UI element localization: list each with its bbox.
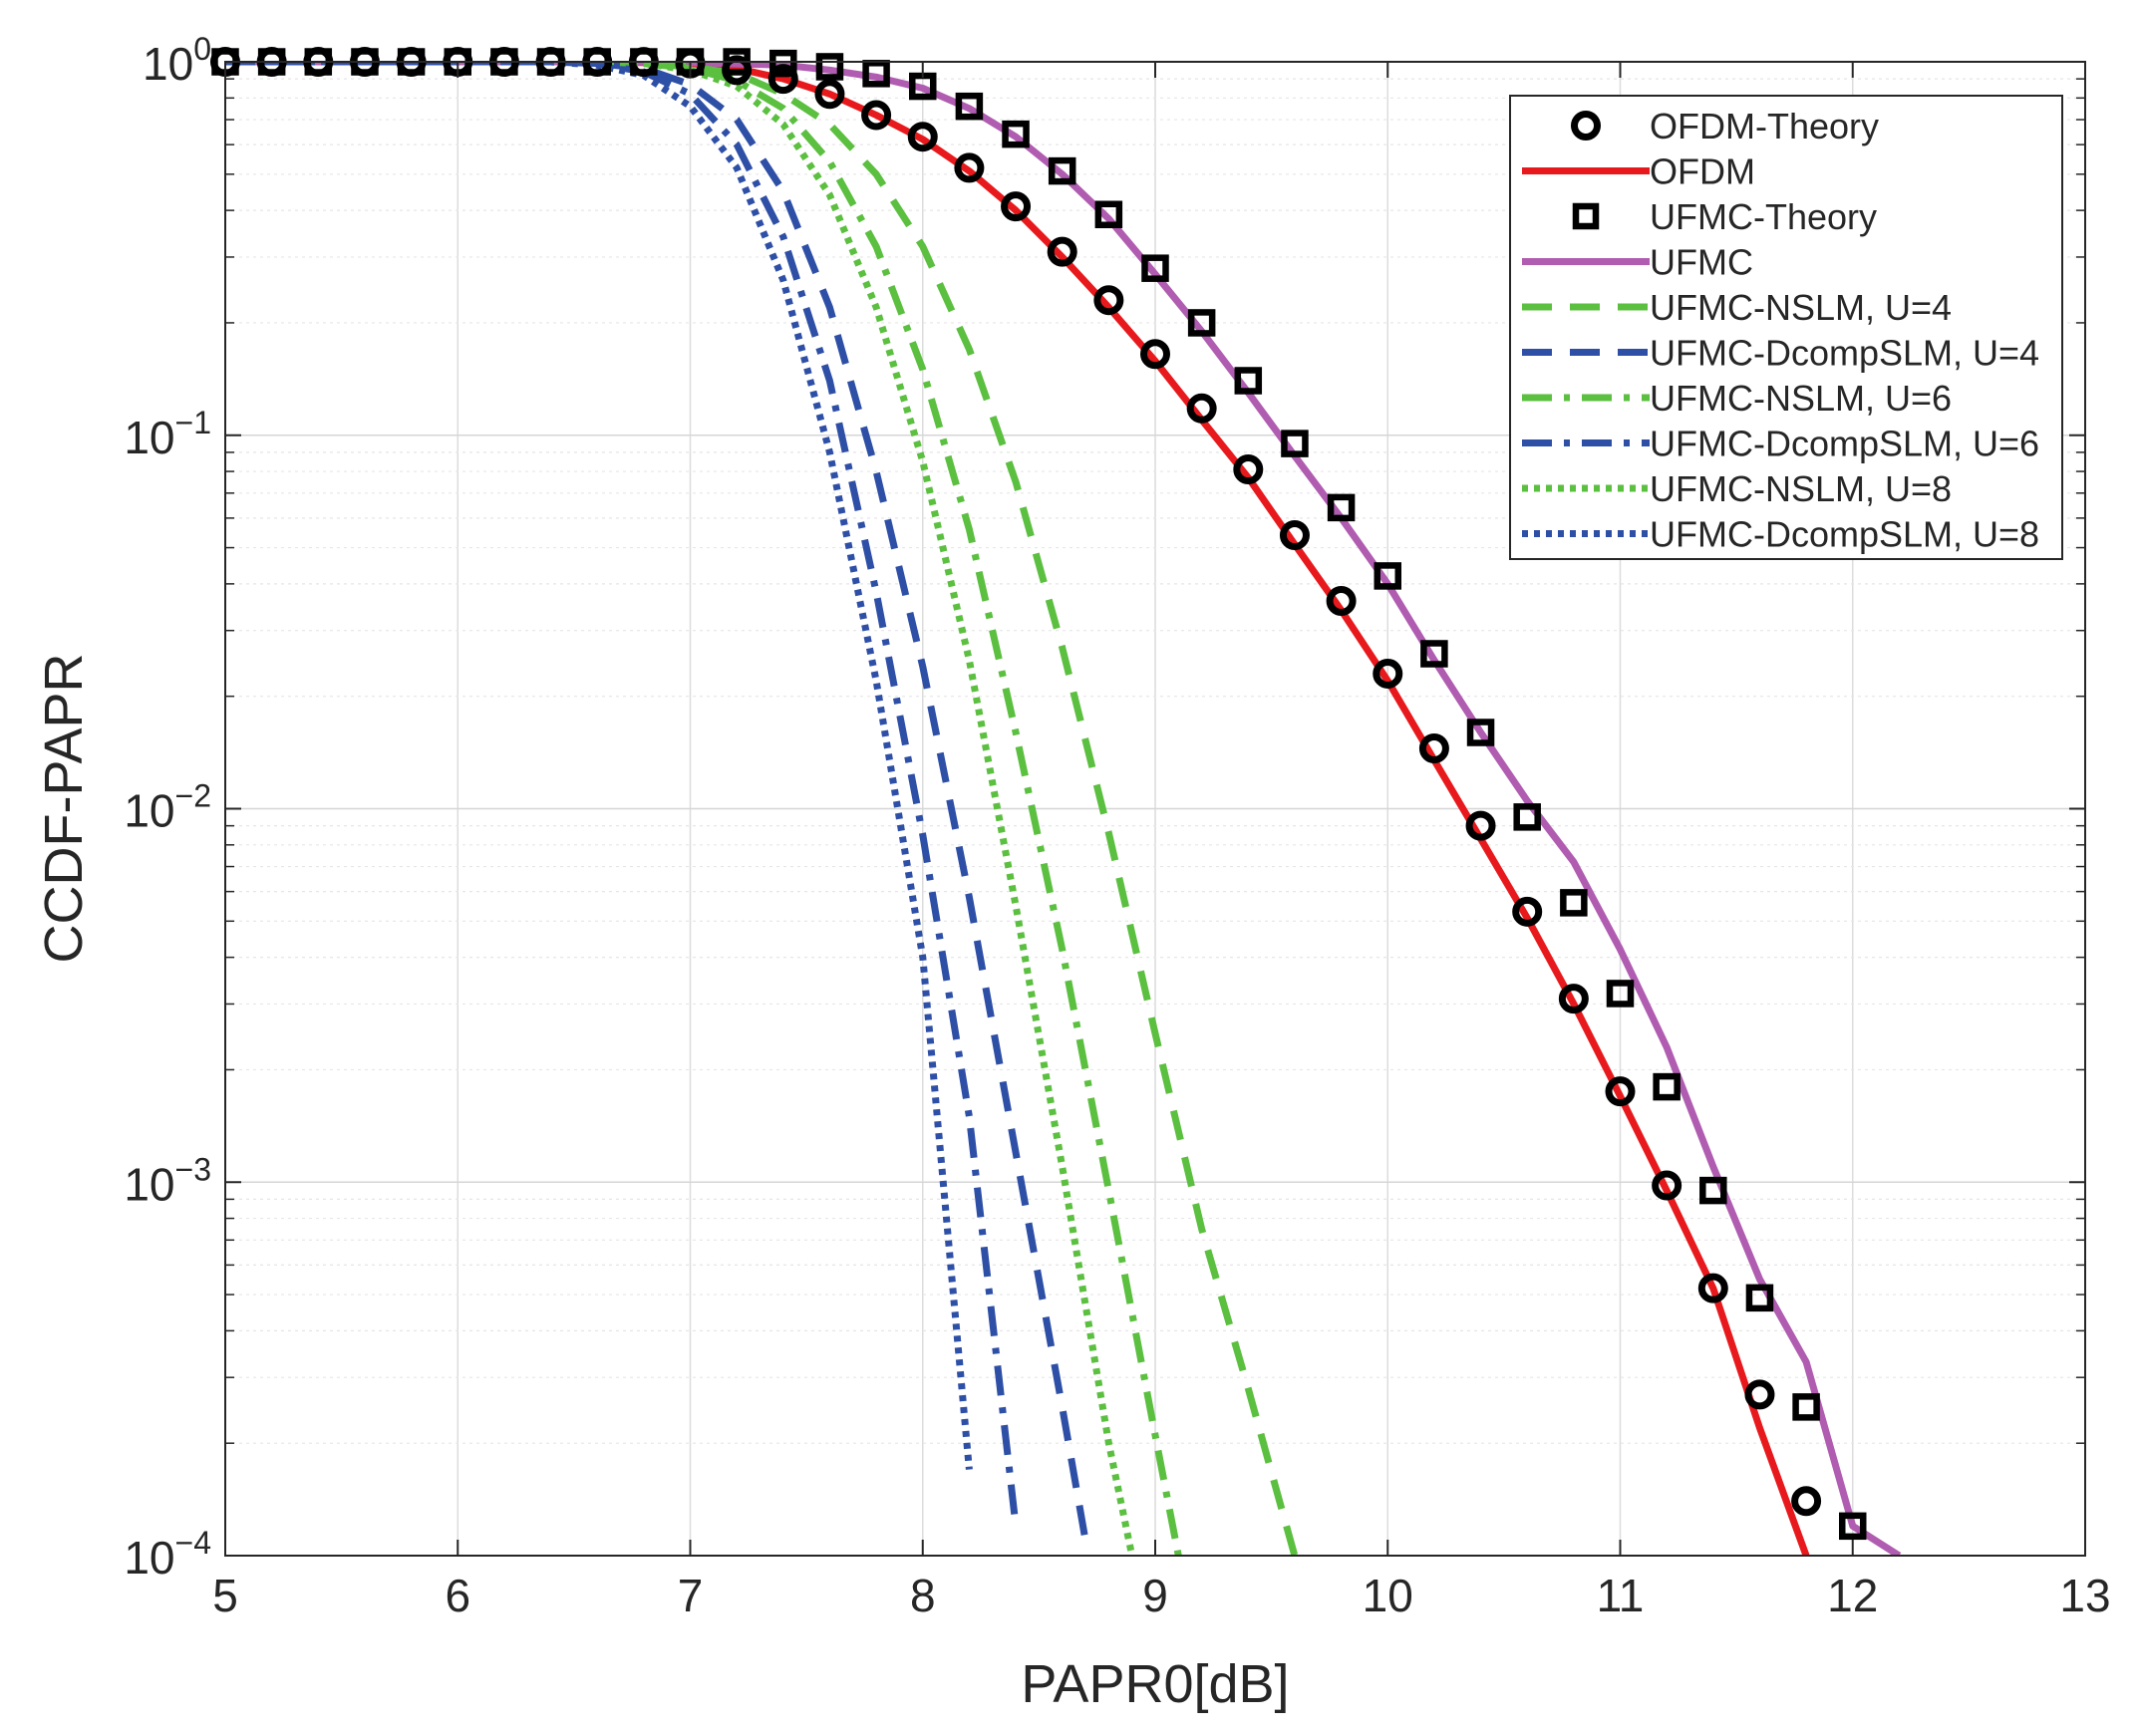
x-tick-labels: 5 6 7 8 9 10 11 12 13 <box>212 1570 2110 1621</box>
ofdm-theory-marker <box>907 122 938 152</box>
ofdm-theory-marker <box>1326 586 1357 617</box>
legend-entry-ufmc-nslm-u-6: UFMC-NSLM, U=6 <box>1522 378 1952 419</box>
ofdm-theory-marker <box>1093 285 1124 316</box>
x-tick-label: 6 <box>445 1570 470 1621</box>
ufmc-theory-marker <box>1141 254 1169 282</box>
ufmc-dcompslm-u-4-line <box>225 62 1089 1542</box>
legend-label: UFMC-DcompSLM, U=6 <box>1650 424 2039 464</box>
legend-label: OFDM <box>1650 151 1755 192</box>
legend-entry-ufmc-dcompslm-u-6: UFMC-DcompSLM, U=6 <box>1522 424 2039 464</box>
ufmc-theory-marker <box>1420 640 1448 668</box>
ofdm-theory-marker <box>1001 191 1032 222</box>
legend-label: UFMC <box>1650 242 1753 283</box>
legend-entry-ufmc-nslm-u-8: UFMC-NSLM, U=8 <box>1522 468 1952 509</box>
x-axis-label: PAPR0[dB] <box>1021 1654 1289 1714</box>
svg-text:10−3: 10−3 <box>124 1151 211 1210</box>
legend-entry-ofdm-theory: OFDM-Theory <box>1571 106 1879 146</box>
ufmc-theory-marker <box>1187 309 1216 337</box>
ufmc-theory-marker <box>1048 156 1076 185</box>
ufmc-theory-marker <box>1374 562 1401 590</box>
svg-text:10−4: 10−4 <box>124 1525 211 1584</box>
y-tick-label: 10−3 <box>124 1151 211 1210</box>
legend: OFDM-TheoryOFDMUFMC-TheoryUFMCUFMC-NSLM,… <box>1509 95 2063 560</box>
ofdm-theory-marker <box>1186 393 1217 424</box>
y-tick-label: 10−1 <box>124 405 211 463</box>
legend-label: OFDM-Theory <box>1650 106 1879 146</box>
ofdm-theory-marker <box>1279 520 1310 551</box>
ofdm-theory-marker <box>1558 984 1589 1014</box>
ofdm-theory-marker <box>861 100 892 131</box>
ofdm-theory-marker <box>1652 1170 1682 1201</box>
ufmc-theory-marker <box>1281 430 1309 457</box>
ufmc-theory-marker <box>1002 120 1030 148</box>
ufmc-theory-marker <box>1560 889 1588 917</box>
legend-label: UFMC-DcompSLM, U=4 <box>1650 333 2039 374</box>
x-tick-label: 11 <box>1597 1570 1645 1621</box>
y-tick-label: 100 <box>143 31 211 90</box>
legend-label: UFMC-NSLM, U=8 <box>1650 468 1952 509</box>
ufmc-theory-marker <box>1513 803 1541 831</box>
y-tick-label: 10−4 <box>124 1525 211 1584</box>
legend-entry-ufmc-dcompslm-u-4: UFMC-DcompSLM, U=4 <box>1522 333 2039 374</box>
ufmc-theory-marker <box>1094 200 1123 228</box>
tick-marks <box>224 61 2086 1557</box>
ofdm-theory-marker <box>954 152 985 183</box>
x-tick-label: 13 <box>2059 1570 2110 1621</box>
ufmc-theory-marker <box>862 60 890 88</box>
legend-entry-ufmc: UFMC <box>1522 242 1753 283</box>
x-tick-label: 9 <box>1142 1570 1168 1621</box>
legend-label: UFMC-NSLM, U=4 <box>1650 287 1952 328</box>
legend-entry-ofdm: OFDM <box>1522 151 1755 192</box>
ufmc-theory-marker <box>1466 719 1495 746</box>
svg-text:10−1: 10−1 <box>124 405 211 463</box>
ufmc-dcompslm-u-8-line <box>225 62 973 1470</box>
legend-entry-ufmc-nslm-u-4: UFMC-NSLM, U=4 <box>1522 287 1952 328</box>
ufmc-theory-marker <box>769 49 797 78</box>
ufmc-theory-marker <box>1792 1393 1820 1421</box>
ufmc-theory-marker <box>1839 1512 1867 1541</box>
ofdm-theory-marker <box>1512 896 1543 927</box>
ufmc-theory-marker <box>1606 980 1635 1008</box>
ofdm-theory-marker <box>1465 810 1496 841</box>
x-tick-label: 5 <box>212 1570 238 1621</box>
y-axis-label: CCDF-PAPR <box>34 653 94 963</box>
ofdm-theory-marker <box>1791 1486 1822 1517</box>
legend-entry-ufmc-dcompslm-u-8: UFMC-DcompSLM, U=8 <box>1522 514 2039 555</box>
ufmc-nslm-u-4-line <box>225 62 1299 1556</box>
legend-entry-ufmc-theory: UFMC-Theory <box>1572 196 1877 237</box>
x-tick-label: 10 <box>1363 1570 1413 1621</box>
x-tick-label: 8 <box>910 1570 936 1621</box>
svg-text:10−2: 10−2 <box>124 778 211 837</box>
ofdm-theory-marker <box>1140 339 1170 370</box>
ufmc-theory-marker <box>1745 1284 1774 1312</box>
legend-label: UFMC-Theory <box>1650 196 1877 237</box>
legend-swatch <box>1571 111 1601 141</box>
ufmc-nslm-u-8-line <box>225 62 1136 1556</box>
ofdm-theory-marker <box>1373 658 1403 689</box>
svg-text:100: 100 <box>143 31 211 90</box>
ofdm-theory-marker <box>1605 1076 1636 1107</box>
y-tick-labels: 100 10−1 10−2 10−3 10−4 <box>124 31 211 1584</box>
ofdm-theory-marker <box>767 64 798 95</box>
legend-swatch <box>1572 202 1600 230</box>
ufmc-theory-marker <box>815 53 844 81</box>
ufmc-theory-marker <box>1699 1176 1727 1205</box>
ofdm-theory-marker <box>814 79 845 110</box>
ofdm-theory-marker <box>1744 1379 1775 1410</box>
ufmc-theory-marker <box>955 92 984 121</box>
x-tick-label: 12 <box>1827 1570 1878 1621</box>
ofdm-theory-marker <box>1233 454 1264 485</box>
ofdm-theory-marker <box>1697 1273 1728 1303</box>
ufmc-theory-marker <box>1327 493 1356 522</box>
ofdm-theory-marker <box>1047 236 1077 267</box>
legend-label: UFMC-DcompSLM, U=8 <box>1650 514 2039 555</box>
ofdm-theory-marker <box>1418 733 1449 764</box>
y-tick-label: 10−2 <box>124 778 211 837</box>
ufmc-theory-marker <box>1234 367 1263 395</box>
ufmc-line <box>225 62 1902 1556</box>
legend-label: UFMC-NSLM, U=6 <box>1650 378 1952 419</box>
ufmc-theory-marker <box>1653 1072 1681 1101</box>
x-tick-label: 7 <box>678 1570 704 1621</box>
